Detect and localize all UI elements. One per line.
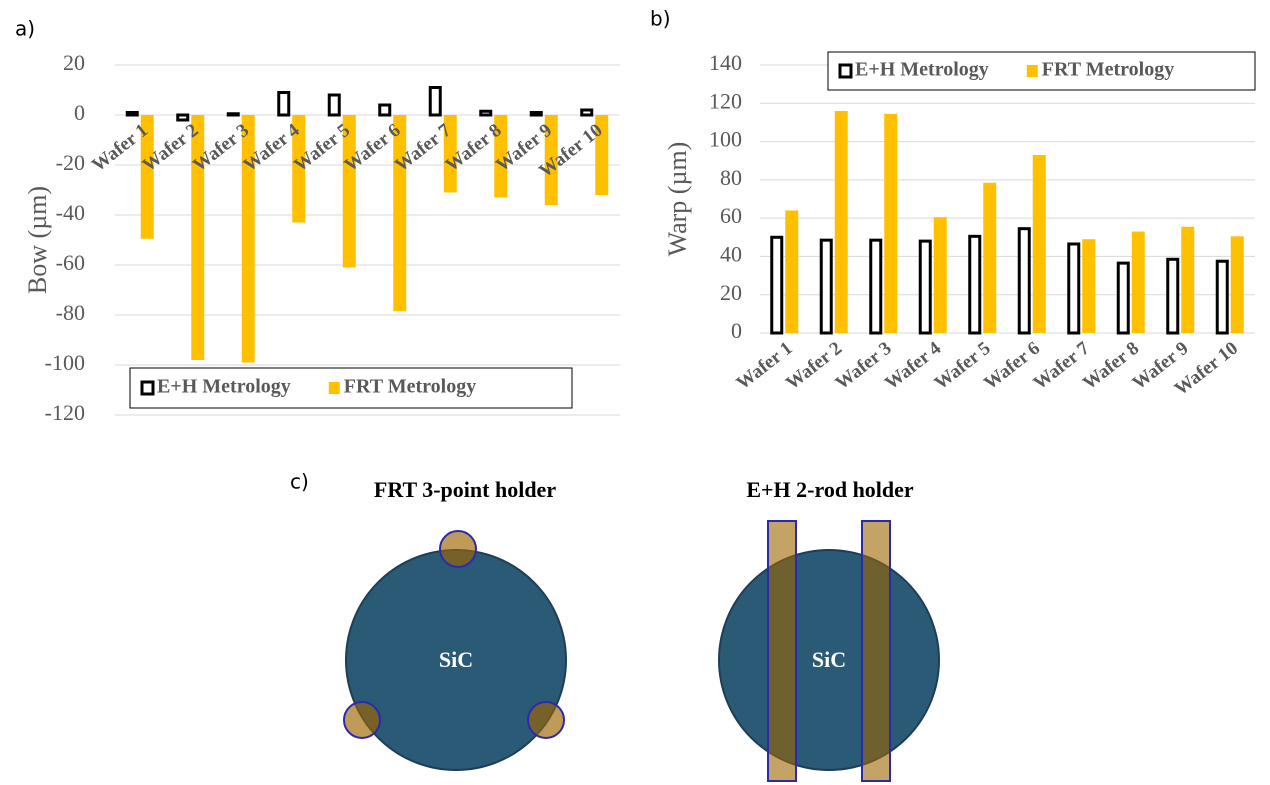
y-tick-label: 60 <box>720 203 742 228</box>
y-tick-label: -120 <box>45 400 85 425</box>
bar <box>329 95 339 115</box>
support-rod <box>768 521 796 781</box>
y-tick-label: 100 <box>709 127 742 152</box>
support-point <box>528 702 564 738</box>
legend-swatch <box>142 382 153 394</box>
bar <box>1231 236 1244 333</box>
legend-swatch <box>840 65 851 77</box>
y-tick-label: 0 <box>731 318 742 343</box>
legend-label: E+H Metrology <box>855 59 989 81</box>
wafer-label: SiC <box>439 647 473 672</box>
legend-swatch <box>329 382 340 394</box>
panel-label: b) <box>650 7 671 31</box>
bar <box>531 113 541 116</box>
y-axis-title: Bow (µm) <box>23 186 52 294</box>
bar <box>1082 239 1095 333</box>
bar <box>1069 244 1079 333</box>
x-tick-label: Wafer 2 <box>782 338 846 394</box>
y-tick-label: 140 <box>709 50 742 75</box>
bar <box>1033 155 1046 333</box>
y-tick-label: 20 <box>63 50 85 75</box>
y-tick-label: 20 <box>720 280 742 305</box>
support-point <box>440 531 476 567</box>
x-tick-label: Wafer 5 <box>931 338 995 394</box>
wafer-label: SiC <box>812 647 846 672</box>
bar <box>481 111 491 115</box>
y-tick-label: -80 <box>56 300 85 325</box>
x-tick-label: Wafer 8 <box>1079 338 1143 394</box>
bar <box>1118 263 1128 333</box>
holder-diagram: c) FRT 3-point holder SiC E+H 2-rod hold… <box>290 470 939 782</box>
holder-title: E+H 2-rod holder <box>746 477 914 502</box>
figure: c) FRT 3-point holder SiC E+H 2-rod hold… <box>0 0 1270 785</box>
y-tick-label: -40 <box>56 200 85 225</box>
x-tick-label: Wafer 3 <box>832 338 896 394</box>
support-rod <box>862 521 890 781</box>
holder-title: FRT 3-point holder <box>374 477 556 502</box>
bar <box>1132 232 1145 333</box>
bar <box>821 240 831 333</box>
bar <box>393 115 406 311</box>
bar <box>1019 229 1029 333</box>
bar <box>1181 227 1194 333</box>
legend-swatch <box>1027 65 1038 77</box>
bar <box>884 114 897 333</box>
panel-label: c) <box>290 470 309 494</box>
legend-label: E+H Metrology <box>157 376 291 398</box>
y-tick-label: 120 <box>709 88 742 113</box>
bar <box>127 113 137 116</box>
y-tick-label: 80 <box>720 165 742 190</box>
bar <box>871 240 881 333</box>
bar <box>380 105 390 115</box>
bar <box>178 115 188 120</box>
bar <box>970 236 980 333</box>
bar <box>1217 261 1227 333</box>
bar <box>582 110 592 115</box>
bar <box>772 237 782 333</box>
support-point <box>344 702 380 738</box>
y-tick-label: -100 <box>45 350 85 375</box>
x-tick-label: Wafer 6 <box>980 338 1044 394</box>
y-tick-label: -60 <box>56 250 85 275</box>
y-axis-title: Warp (µm) <box>663 142 692 257</box>
bar <box>1168 259 1178 333</box>
legend-label: FRT Metrology <box>1042 59 1174 81</box>
bar <box>785 210 798 333</box>
bar <box>934 217 947 333</box>
legend-label: FRT Metrology <box>344 376 476 398</box>
bar <box>835 111 848 333</box>
y-tick-label: -20 <box>56 150 85 175</box>
bar <box>430 88 440 116</box>
bar <box>228 114 238 115</box>
y-tick-label: 0 <box>74 100 85 125</box>
y-tick-label: 40 <box>720 241 742 266</box>
x-tick-label: Wafer 1 <box>733 338 797 394</box>
panel-label: a) <box>15 17 35 41</box>
bar <box>279 93 289 116</box>
bar <box>983 183 996 333</box>
bar <box>920 241 930 333</box>
